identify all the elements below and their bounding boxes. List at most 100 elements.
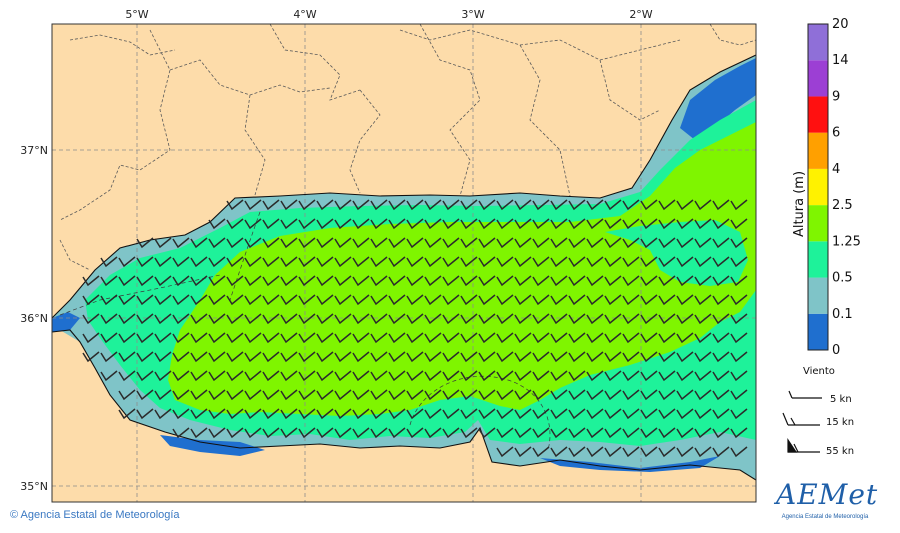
wind-barb (118, 294, 136, 306)
wind-barb (280, 427, 298, 439)
wind-barb (280, 199, 298, 211)
wind-barb (262, 427, 280, 439)
wind-barb (532, 370, 550, 382)
wind-barb (388, 313, 406, 325)
wind-barb (676, 294, 694, 306)
wind-barb (730, 218, 748, 230)
wind-barb (496, 199, 514, 211)
wind-barb (82, 294, 100, 306)
wind-barb (532, 275, 550, 287)
wind-barb (172, 408, 190, 420)
wind-barb (460, 218, 478, 230)
wind-barb (208, 370, 226, 382)
wind-barb (370, 199, 388, 211)
wind-barb (730, 275, 748, 287)
colorbar-segment (808, 313, 828, 350)
wind-barb (280, 218, 298, 230)
wind-legend-barb-5 (788, 390, 822, 399)
wind-barb (442, 218, 460, 230)
wind-barb (622, 218, 640, 230)
wind-barb (388, 389, 406, 401)
wind-barb (514, 199, 532, 211)
wind-barb (370, 275, 388, 287)
wind-barb (406, 332, 424, 344)
colorbar-tick-label: 0.1 (832, 307, 853, 322)
wind-barb (604, 389, 622, 401)
wind-barb (316, 332, 334, 344)
wind-barb (532, 446, 550, 458)
wind-barb (496, 218, 514, 230)
wind-barb (262, 294, 280, 306)
wind-barb (388, 351, 406, 363)
wind-barb (424, 408, 442, 420)
wind-barb (586, 427, 604, 439)
wind-barb (118, 332, 136, 344)
wind-barb (406, 294, 424, 306)
aemet-logo: AEMet Agencia Estatal de Meteorología (776, 480, 877, 528)
wind-barb (460, 370, 478, 382)
colorbar-tick-label: 1.25 (832, 234, 861, 249)
wind-legend-barb-55 (787, 438, 820, 453)
wind-barb (316, 199, 334, 211)
wind-barb (460, 389, 478, 401)
wind-barb (262, 313, 280, 325)
sea-band-deep-w (52, 312, 80, 332)
wind-barb (532, 313, 550, 325)
wind-barb (550, 313, 568, 325)
wind-barb (496, 427, 514, 439)
wind-barb (604, 427, 622, 439)
wind-barb (532, 389, 550, 401)
wind-barb (676, 237, 694, 249)
colorbar-tick-label: 20 (832, 17, 849, 32)
wind-barb (406, 370, 424, 382)
wind-barb (208, 332, 226, 344)
wind-barb (514, 389, 532, 401)
wind-barb (460, 275, 478, 287)
wind-barb (172, 370, 190, 382)
wind-barb (712, 427, 730, 439)
wind-barb (316, 313, 334, 325)
sea-contours (59, 211, 551, 451)
province-borders (59, 24, 756, 271)
wind-barb (586, 332, 604, 344)
wind-barb (118, 313, 136, 325)
wind-barb (712, 370, 730, 382)
wind-barb (172, 332, 190, 344)
wind-barb (424, 332, 442, 344)
wind-barb (352, 351, 370, 363)
wind-barb (154, 370, 172, 382)
wind-barb (568, 351, 586, 363)
wind-barb (190, 370, 208, 382)
wind-barb (226, 218, 244, 230)
wind-barb (352, 294, 370, 306)
wind-barb (550, 389, 568, 401)
wind-barb (478, 389, 496, 401)
wind-barb (298, 294, 316, 306)
wind-barb (658, 389, 676, 401)
wind-barb (190, 332, 208, 344)
wind-barb (424, 199, 442, 211)
wind-barb (676, 332, 694, 344)
wind-barb (712, 237, 730, 249)
wind-barb (514, 351, 532, 363)
wind-barb (352, 275, 370, 287)
wind-barb (424, 275, 442, 287)
wind-barb (424, 370, 442, 382)
wind-barb (640, 294, 658, 306)
wind-barb (208, 256, 226, 268)
wind-barb (586, 275, 604, 287)
wind-barb (712, 294, 730, 306)
wind-barb (244, 275, 262, 287)
wind-barb (172, 294, 190, 306)
colorbar-tick-label: 9 (832, 89, 840, 104)
wind-barb (352, 237, 370, 249)
wind-barb (586, 294, 604, 306)
wind-barb (550, 294, 568, 306)
wind-barb (550, 408, 568, 420)
wind-barb (496, 313, 514, 325)
wind-barb (244, 256, 262, 268)
wind-barb (550, 370, 568, 382)
wind-barb (298, 408, 316, 420)
wind-barb (586, 370, 604, 382)
wind-barb (190, 275, 208, 287)
